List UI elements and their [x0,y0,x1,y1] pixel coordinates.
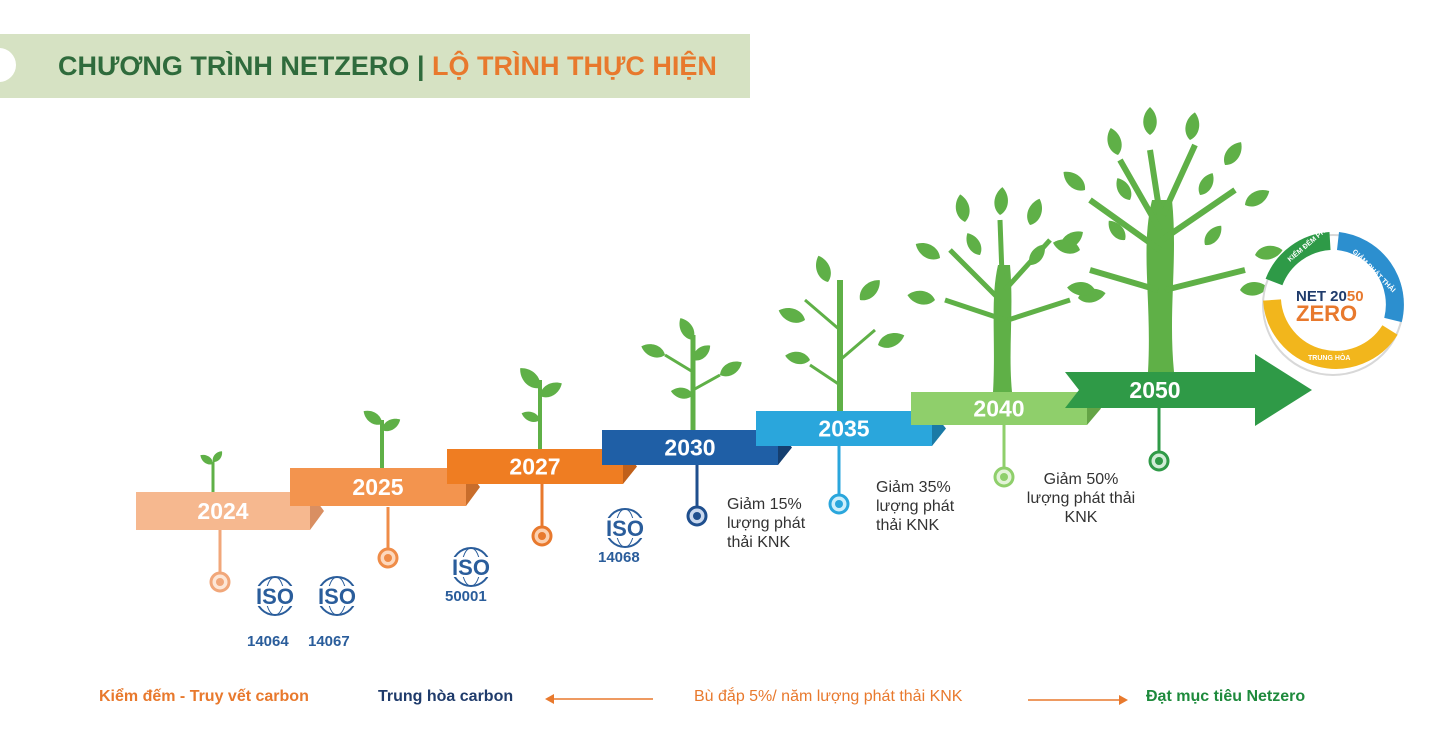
tree-2040 [906,186,1107,392]
badge-zero: ZERO [1296,301,1357,326]
plant-2024 [198,449,225,492]
iso-code-50001: 50001 [445,588,487,605]
reduction-2035-line3: thải KNK [876,517,940,534]
year-label-2035: 2035 [818,416,869,442]
iso-logo-text: ISO [256,584,294,609]
tree-2050 [1051,107,1284,372]
header-banner: CHƯƠNG TRÌNH NETZERO | LỘ TRÌNH THỰC HIỆ… [0,34,750,98]
reduction-2030-line3: thải KNK [727,534,791,551]
iso-logo-text: ISO [452,555,490,580]
plant-2027 [515,363,565,452]
header-bullet [0,48,16,82]
title-roadmap: LỘ TRÌNH THỰC HIỆN [432,51,717,81]
iso-logo-14064: ISO [251,576,299,616]
reduction-2030-line2: lượng phát [727,515,806,532]
year-label-2027: 2027 [509,454,560,480]
reduction-2030-line1: Giảm 15% [727,496,802,513]
ribbon-step-2030: 2030 [602,430,792,465]
year-label-2025: 2025 [352,474,403,500]
reduction-2035: Giảm 35% lượng phát thải KNK [876,478,954,535]
ribbon-step-2040: 2040 [911,392,1101,425]
plant-2025 [360,406,403,468]
badge-net-year: NET 2050 [1296,288,1364,305]
year-label-2024: 2024 [197,498,248,524]
iso-logo-50001: ISO [447,547,495,587]
reduction-2035-line1: Giảm 35% [876,479,951,496]
legend-netzero-goal: Đạt mục tiêu Netzero [1146,688,1306,705]
iso-code-14068: 14068 [598,549,640,566]
reduction-2050: Giảm 50% lượng phát thải KNK [1020,470,1142,527]
iso-logo-14067: ISO [313,576,361,616]
iso-logo-text: ISO [606,516,644,541]
iso-code-14067: 14067 [308,633,350,650]
legend-neutrality: Trung hòa carbon [378,688,514,705]
reduction-2050-line3: KNK [1064,509,1098,526]
page-title: CHƯƠNG TRÌNH NETZERO | LỘ TRÌNH THỰC HIỆ… [58,34,717,98]
iso-logo-text: ISO [318,584,356,609]
reduction-2050-line2: lượng phát thải [1026,490,1136,507]
ribbon-step-2027: 2027 [447,449,637,484]
reduction-2035-line2: lượng phát [876,498,955,515]
plant-2030 [639,315,745,432]
legend-arrow-left [545,694,653,704]
netzero-badge: KIỂM ĐẾM PHÁT THẢI GIẢM PHÁT THẢI TRUNG … [1262,208,1404,376]
year-label-2050: 2050 [1129,377,1180,403]
legend-offset: Bù đắp 5%/ năm lượng phát thải KNK [694,688,963,705]
year-label-2030: 2030 [664,435,715,461]
title-separator: | [416,51,425,81]
timeline-ribbons: 2024 2025 2027 2030 2035 2040 2050 [136,354,1312,530]
connectors [209,408,1170,593]
iso-logo-14068: ISO [601,508,649,548]
ribbon-step-2024: 2024 [136,492,324,530]
title-program: CHƯƠNG TRÌNH NETZERO [58,51,410,81]
iso-logos: ISO ISO ISO ISO [251,508,649,616]
ribbon-step-2050: 2050 [1065,354,1312,426]
legend-accounting: Kiểm đếm - Truy vết carbon [99,688,309,705]
iso-code-14064: 14064 [247,633,289,650]
badge-arc-3: TRUNG HÒA [1308,353,1350,362]
legend-arrow-right [1028,695,1128,705]
reduction-2050-line1: Giảm 50% [1043,471,1119,488]
plant-2035 [776,253,907,412]
reduction-2030: Giảm 15% lượng phát thải KNK [727,495,805,552]
year-label-2040: 2040 [973,396,1024,422]
